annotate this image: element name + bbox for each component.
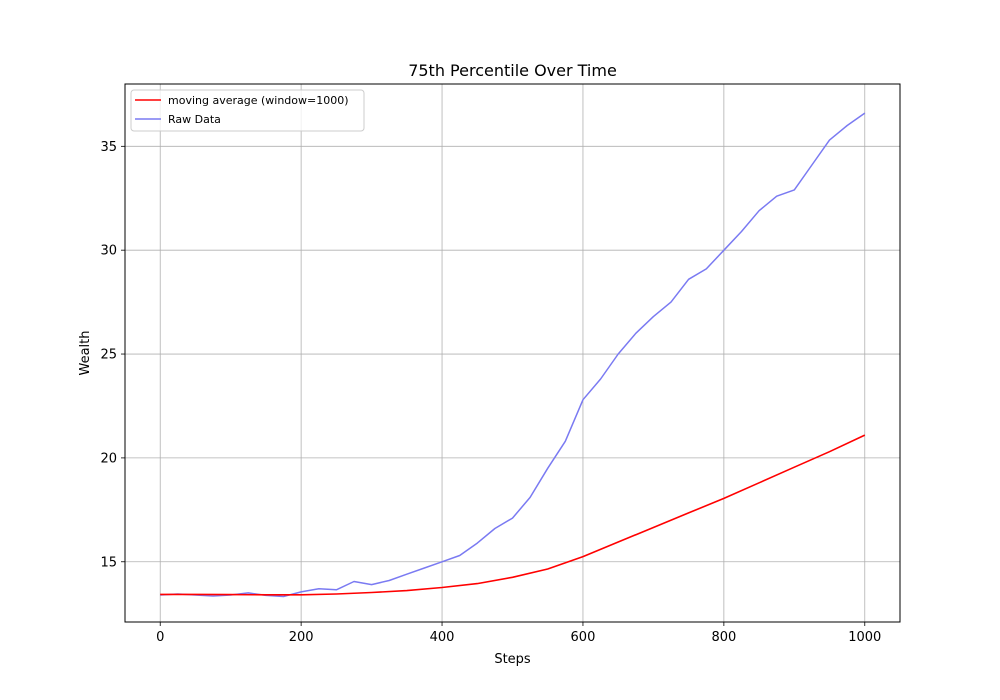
series-line-1 xyxy=(160,112,866,598)
x-tick-label-2: 400 xyxy=(430,630,455,645)
legend-box xyxy=(130,89,365,132)
series-line-0 xyxy=(160,434,866,596)
y-tick-label-3: 30 xyxy=(100,244,117,259)
x-tick-label-3: 600 xyxy=(571,630,596,645)
y-tick-label-2: 25 xyxy=(100,348,117,363)
x-axis-label: Steps xyxy=(494,652,531,667)
x-tick-label-0: 0 xyxy=(156,630,164,645)
legend-label-0: moving average (window=1000) xyxy=(168,94,349,107)
y-axis-label: Wealth xyxy=(78,330,93,375)
y-tick-label-1: 20 xyxy=(100,451,117,466)
series-layer xyxy=(160,112,866,598)
chart-title: 75th Percentile Over Time xyxy=(408,61,617,80)
y-tick-label-0: 15 xyxy=(100,555,117,570)
y-tick-label-4: 35 xyxy=(100,140,117,155)
x-tick-label-1: 200 xyxy=(289,630,314,645)
x-tick-label-4: 800 xyxy=(711,630,736,645)
grid-layer xyxy=(125,84,900,622)
plot-frame xyxy=(124,83,901,623)
tick-layer: 0 200 400 600 800 1000 15 20 25 30 35 xyxy=(100,140,881,645)
plot-area xyxy=(125,84,900,622)
x-tick-label-5: 1000 xyxy=(848,630,881,645)
legend: moving average (window=1000) Raw Data xyxy=(130,89,365,132)
legend-label-1: Raw Data xyxy=(168,113,221,126)
